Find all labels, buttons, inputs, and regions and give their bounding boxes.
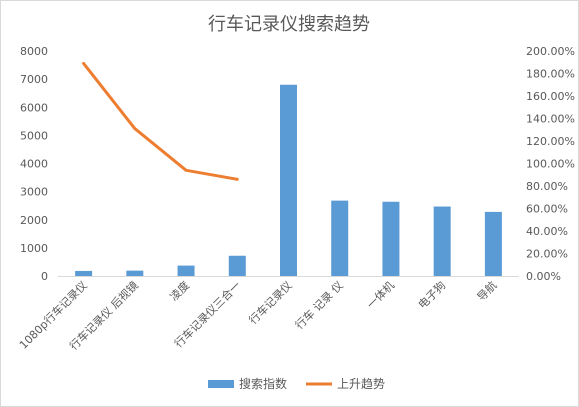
y-right-tick-label: 80.00% <box>526 180 568 193</box>
bars-group <box>75 84 502 276</box>
y-left-tick-label: 2000 <box>20 214 48 227</box>
bar <box>126 270 144 276</box>
bar <box>228 255 246 276</box>
bar <box>177 265 195 276</box>
bar <box>331 200 349 276</box>
trend-line <box>82 61 239 181</box>
y-right-tick-label: 60.00% <box>526 203 568 216</box>
y-left-tick-label: 6000 <box>20 101 48 114</box>
y-left-tick-label: 4000 <box>20 158 48 171</box>
legend-bar-swatch <box>208 380 234 388</box>
y-right-tick-label: 200.00% <box>526 45 575 58</box>
x-tick-label: 行车 记录 仪 <box>292 278 346 332</box>
legend-bar-label: 搜索指数 <box>239 376 287 391</box>
bar <box>433 206 451 276</box>
x-tick-label: 一体机 <box>364 278 397 311</box>
x-tick-label: 导航 <box>474 278 499 303</box>
x-tick-label: 凌度 <box>167 278 192 303</box>
y-right-tick-label: 140.00% <box>526 113 575 126</box>
line-group <box>82 61 239 181</box>
chart-title: 行车记录仪搜索趋势 <box>208 14 370 35</box>
y-left-tick-label: 3000 <box>20 186 48 199</box>
bar <box>75 270 93 276</box>
axes-group: 0 1000 2000 3000 4000 5000 6000 7000 8000 0.00% 20… <box>20 45 575 283</box>
y-right-tick-label: 120.00% <box>526 135 575 148</box>
y-left-tick-label: 8000 <box>20 45 48 58</box>
y-right-tick-label: 20.00% <box>526 248 568 261</box>
legend-line-label: 上升趋势 <box>337 377 385 391</box>
y-right-tick-label: 160.00% <box>526 90 575 103</box>
y-right-tick-label: 0.00% <box>526 270 561 283</box>
y-left-tick-label: 1000 <box>20 242 48 255</box>
x-tick-label: 行车记录仪 <box>246 278 295 327</box>
y-right-tick-label: 100.00% <box>526 158 575 171</box>
bar <box>484 211 502 276</box>
bar <box>280 84 297 276</box>
y-left-tick-label: 0 <box>41 270 48 283</box>
y-right-tick-label: 180.00% <box>526 68 575 81</box>
y-left-tick-label: 5000 <box>20 129 48 142</box>
y-left-tick-label: 7000 <box>20 73 48 86</box>
x-tick-label: 电子狗 <box>416 279 449 312</box>
y-right-tick-label: 40.00% <box>526 225 568 238</box>
bar <box>382 201 400 276</box>
legend: 搜索指数 上升趋势 <box>208 376 385 391</box>
